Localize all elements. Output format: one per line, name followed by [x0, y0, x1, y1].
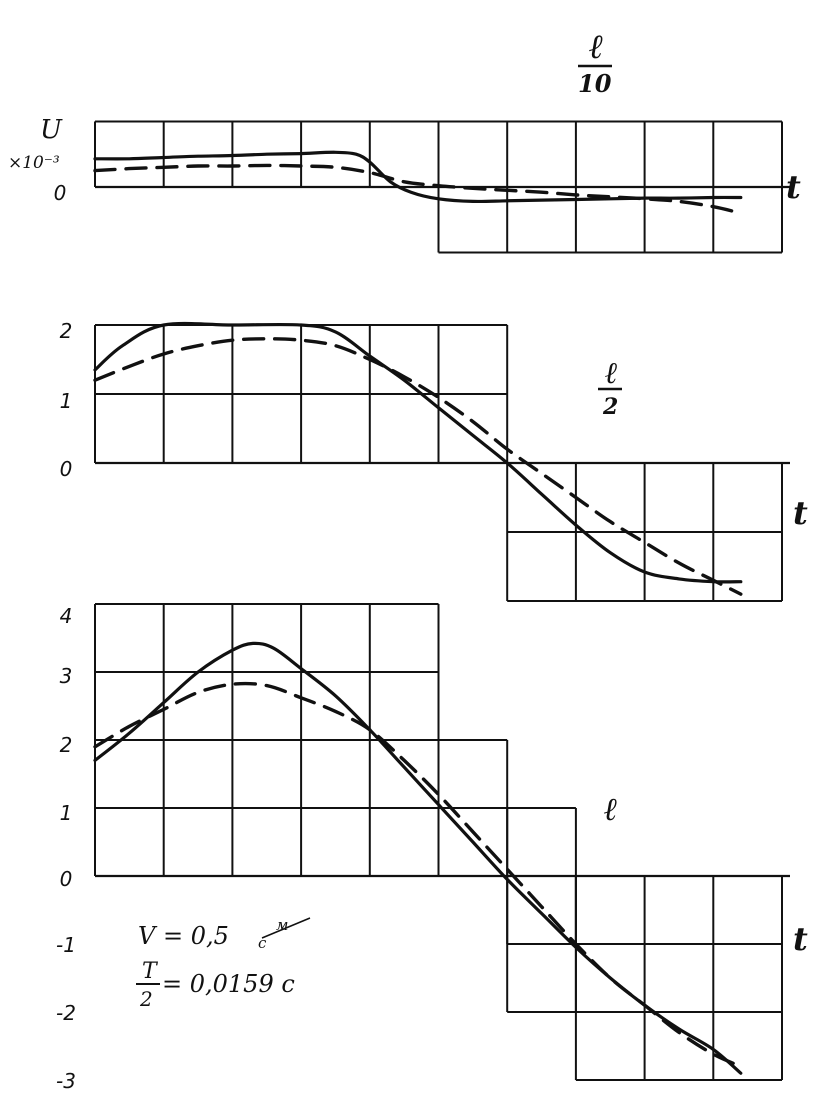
panel2-length-divisor: 2: [602, 394, 618, 420]
panel3-tick-1: 1: [60, 801, 73, 825]
panel2-solid-curve: [93, 321, 743, 584]
panel2-length-label: ℓ: [605, 356, 618, 391]
panel3-tick-0: 0: [60, 867, 73, 891]
panel2-t-axis-label: t: [793, 494, 808, 532]
panel3-tick-2: 2: [60, 733, 73, 757]
panel3-dashed-curve: [93, 681, 743, 1069]
velocity-unit-bottom: с: [258, 934, 267, 952]
velocity-unit-top: м: [276, 916, 288, 934]
panel1-length-divisor: 10: [578, 69, 612, 98]
velocity-annotation: V = 0,5: [138, 922, 229, 950]
period-T-label: T: [142, 959, 159, 984]
period-annotation: = 0,0159 с: [162, 970, 295, 998]
panel3-tick-neg3: -3: [56, 1069, 76, 1093]
curve-layer: [93, 150, 743, 1075]
panel3-tick-neg1: -1: [56, 933, 76, 957]
panel2-dashed-curve: [93, 337, 743, 596]
panel1-length-label: ℓ: [589, 27, 604, 67]
panel2-tick-2: 2: [60, 319, 73, 343]
y-axis-label: U: [40, 115, 63, 145]
panel2-tick-0: 0: [60, 457, 73, 481]
panel3-tick-3: 3: [60, 664, 73, 688]
panel3-solid-curve: [93, 641, 743, 1075]
panel1-tick-0: 0: [54, 181, 67, 205]
panel3-tick-neg2: -2: [56, 1001, 76, 1025]
period-divisor: 2: [139, 987, 153, 1011]
velocity-unit-slash: [261, 917, 311, 939]
label-layer: ℓ 10 U ×10⁻³ 0 t 2 1 0 ℓ 2 t 4 3 2 1 0 -…: [8, 27, 808, 1093]
panel1-dashed-curve: [93, 163, 743, 215]
panel3-t-axis-label: t: [793, 920, 808, 958]
panel1-t-axis-label: t: [786, 168, 801, 206]
panel3-tick-4: 4: [60, 604, 73, 628]
y-axis-scale: ×10⁻³: [8, 153, 60, 173]
panel2-tick-1: 1: [60, 389, 73, 413]
panel3-length-label: ℓ: [604, 790, 618, 828]
